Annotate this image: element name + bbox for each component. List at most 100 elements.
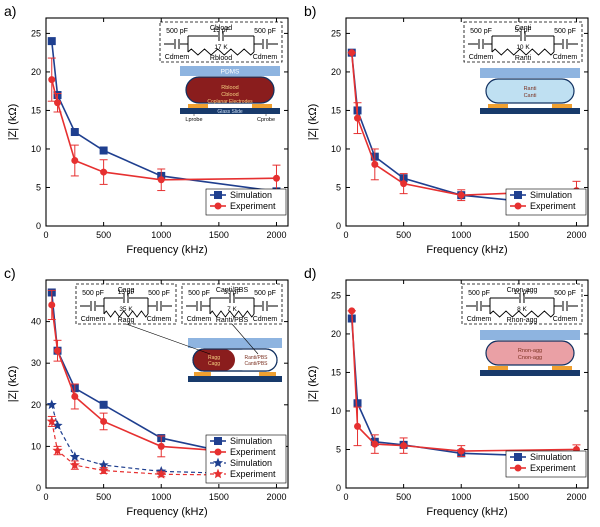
svg-text:0: 0 <box>36 221 41 231</box>
svg-text:1500: 1500 <box>209 230 229 240</box>
svg-text:Cdmem: Cdmem <box>253 54 278 61</box>
svg-text:15 pF: 15 pF <box>118 289 135 296</box>
svg-text:500: 500 <box>96 492 111 502</box>
svg-text:1000: 1000 <box>451 492 471 502</box>
svg-text:Simulation: Simulation <box>530 452 572 462</box>
svg-text:25: 25 <box>31 28 41 38</box>
svg-text:5: 5 <box>336 182 341 192</box>
svg-text:Cdmem: Cdmem <box>187 316 212 323</box>
svg-text:500 pF: 500 pF <box>254 28 276 35</box>
svg-text:Canti/PBS: Canti/PBS <box>244 361 268 367</box>
svg-text:2000: 2000 <box>566 230 586 240</box>
legend: SimulationExperiment <box>206 189 286 215</box>
svg-text:20: 20 <box>31 67 41 77</box>
svg-text:Lprobe: Lprobe <box>185 117 202 123</box>
svg-text:Cdmem: Cdmem <box>553 54 578 61</box>
svg-text:500 pF: 500 pF <box>468 290 490 297</box>
svg-text:Experiment: Experiment <box>530 201 576 211</box>
svg-text:50 pF: 50 pF <box>515 27 532 34</box>
svg-text:500 pF: 500 pF <box>470 28 492 35</box>
svg-text:15: 15 <box>331 367 341 377</box>
svg-text:15 pF: 15 pF <box>213 27 230 34</box>
svg-text:25: 25 <box>331 290 341 300</box>
svg-text:|Z| (kΩ): |Z| (kΩ) <box>307 104 319 141</box>
svg-text:Cblood: Cblood <box>221 92 238 98</box>
svg-text:|Z| (kΩ): |Z| (kΩ) <box>307 366 319 403</box>
svg-text:Cagg: Cagg <box>208 361 220 367</box>
svg-text:0: 0 <box>43 230 48 240</box>
svg-text:10: 10 <box>31 441 41 451</box>
svg-text:500 pF: 500 pF <box>188 290 210 297</box>
svg-text:20: 20 <box>331 329 341 339</box>
svg-text:20: 20 <box>31 400 41 410</box>
svg-text:Rnon-agg: Rnon-agg <box>518 348 542 354</box>
svg-text:2000: 2000 <box>566 492 586 502</box>
svg-text:Frequency (kHz): Frequency (kHz) <box>126 244 207 256</box>
svg-text:Simulation: Simulation <box>530 190 572 200</box>
svg-text:40: 40 <box>31 317 41 327</box>
svg-text:Cnon-agg: Cnon-agg <box>518 355 542 361</box>
svg-text:1000: 1000 <box>451 230 471 240</box>
panel-a: a)0500100015002000Frequency (kHz)0510152… <box>4 3 288 256</box>
svg-text:Cdmem: Cdmem <box>469 54 494 61</box>
svg-text:Coplanar Electrodes: Coplanar Electrodes <box>207 99 253 105</box>
svg-text:5: 5 <box>36 182 41 192</box>
svg-text:Cdmem: Cdmem <box>147 316 172 323</box>
svg-text:0: 0 <box>343 230 348 240</box>
svg-text:Rnon-agg: Rnon-agg <box>507 317 538 324</box>
svg-text:10 K: 10 K <box>516 44 530 51</box>
svg-text:1500: 1500 <box>509 492 529 502</box>
svg-text:Experiment: Experiment <box>230 201 276 211</box>
svg-text:1500: 1500 <box>209 492 229 502</box>
svg-text:0: 0 <box>36 483 41 493</box>
figure-svg: a)0500100015002000Frequency (kHz)0510152… <box>0 0 600 527</box>
svg-text:5: 5 <box>336 444 341 454</box>
svg-text:7 K: 7 K <box>227 306 237 313</box>
svg-text:Experiment: Experiment <box>530 463 576 473</box>
legend: SimulationExperiment <box>506 189 586 215</box>
svg-text:Ranti/PBS: Ranti/PBS <box>216 317 249 324</box>
svg-text:Cprobe: Cprobe <box>257 117 275 123</box>
svg-text:Glass Slide: Glass Slide <box>217 109 243 115</box>
svg-text:0: 0 <box>336 221 341 231</box>
panel-b: b) 0 500 1000 1500 2000 Frequency (kHz) 0 5 10 15 2… <box>304 3 588 256</box>
svg-text:Rblood: Rblood <box>210 55 232 62</box>
legend: SimulationExperiment <box>506 451 586 477</box>
svg-text:1500: 1500 <box>509 230 529 240</box>
svg-text:0: 0 <box>43 492 48 502</box>
svg-text:|Z| (kΩ): |Z| (kΩ) <box>7 366 19 403</box>
svg-text:Simulation: Simulation <box>230 458 272 468</box>
svg-text:30 pF: 30 pF <box>224 289 241 296</box>
svg-text:15: 15 <box>31 105 41 115</box>
svg-text:Cdmem: Cdmem <box>467 316 492 323</box>
svg-text:PDMS: PDMS <box>221 69 240 76</box>
svg-text:10: 10 <box>31 144 41 154</box>
svg-text:20: 20 <box>331 67 341 77</box>
svg-text:2000: 2000 <box>266 492 286 502</box>
svg-text:Experiment: Experiment <box>230 447 276 457</box>
svg-text:Frequency (kHz): Frequency (kHz) <box>426 506 507 518</box>
svg-text:Canti: Canti <box>524 93 537 99</box>
svg-text:500 pF: 500 pF <box>554 290 576 297</box>
svg-text:30: 30 <box>31 358 41 368</box>
svg-text:0: 0 <box>336 483 341 493</box>
svg-text:Frequency (kHz): Frequency (kHz) <box>126 506 207 518</box>
svg-text:c): c) <box>4 265 16 281</box>
svg-text:Ragg: Ragg <box>118 317 135 324</box>
svg-text:10: 10 <box>331 144 341 154</box>
svg-text:Frequency (kHz): Frequency (kHz) <box>426 244 507 256</box>
svg-text:15: 15 <box>331 105 341 115</box>
svg-text:8 K: 8 K <box>517 306 527 313</box>
svg-text:500 pF: 500 pF <box>254 290 276 297</box>
svg-text:Experiment: Experiment <box>230 469 276 479</box>
svg-text:500: 500 <box>396 230 411 240</box>
svg-text:b): b) <box>304 3 316 19</box>
svg-text:1000: 1000 <box>151 230 171 240</box>
svg-text:35 K: 35 K <box>119 306 133 313</box>
svg-text:500: 500 <box>396 492 411 502</box>
svg-text:Ranti: Ranti <box>515 55 532 62</box>
panel-d: d)0500100015002000Frequency (kHz)0510152… <box>304 265 588 518</box>
svg-text:Cdmem: Cdmem <box>165 54 190 61</box>
svg-text:500 pF: 500 pF <box>554 28 576 35</box>
svg-text:a): a) <box>4 3 16 19</box>
